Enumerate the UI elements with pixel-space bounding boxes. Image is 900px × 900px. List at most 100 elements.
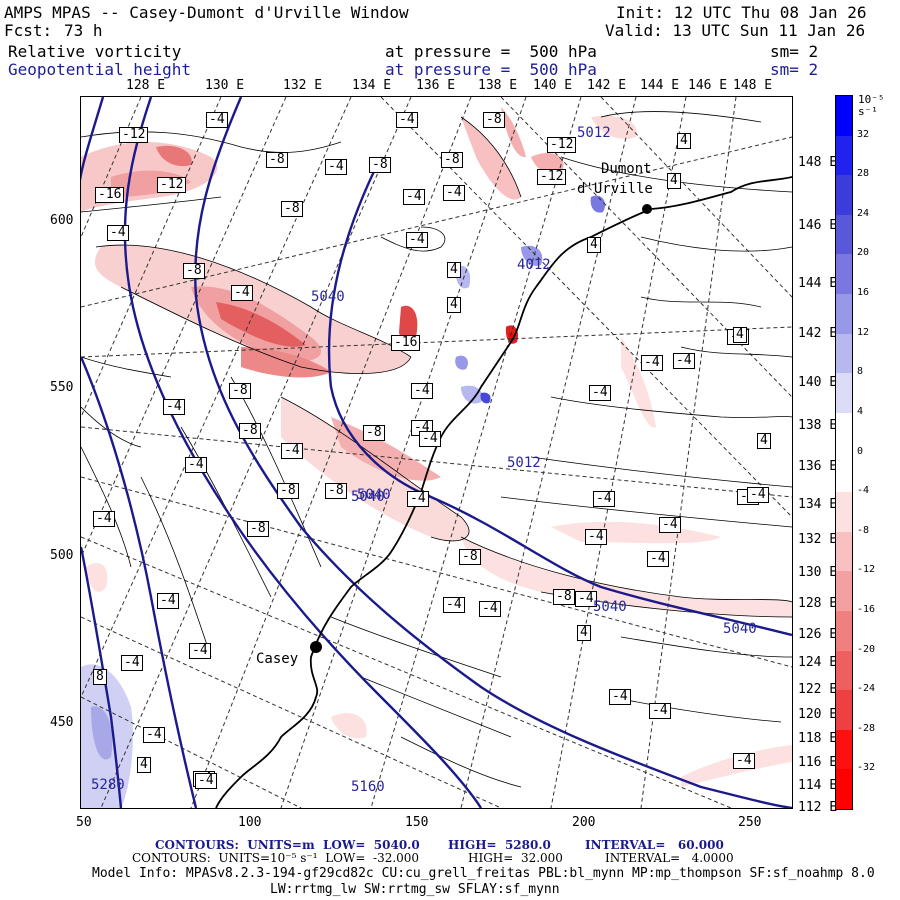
colorbar-segment bbox=[836, 135, 852, 176]
vorticity-label: 4 bbox=[587, 237, 601, 253]
height-contour-interval: INTERVAL= 60.000 bbox=[585, 838, 724, 852]
vorticity-contour-info: CONTOURS: UNITS=10⁻⁵ s⁻¹ LOW= -32.000 bbox=[132, 851, 420, 865]
colorbar-tick-label: -20 bbox=[857, 643, 876, 655]
vorticity-label: -4 bbox=[231, 285, 253, 301]
colorbar-tick-label: 28 bbox=[857, 168, 870, 180]
vorticity-label: -8 bbox=[183, 263, 205, 279]
right-lon-label: 116 E bbox=[798, 755, 838, 770]
right-lon-label: 120 E bbox=[798, 707, 838, 722]
vorticity-label: -12 bbox=[537, 169, 567, 185]
right-lon-label: 146 E bbox=[798, 218, 838, 233]
vorticity-label: -4 bbox=[407, 491, 429, 507]
height-label: 4012 bbox=[517, 257, 551, 273]
vorticity-label: -8 bbox=[441, 152, 463, 168]
right-lon-label: 122 E bbox=[798, 682, 838, 697]
vorticity-label: -4 bbox=[396, 112, 418, 128]
height-label: 5040 bbox=[311, 289, 345, 305]
colorbar-tick-label: 8 bbox=[857, 366, 864, 378]
vorticity-label: -4 bbox=[93, 511, 115, 527]
vorticity-label: -4 bbox=[185, 457, 207, 473]
vorticity-label: -12 bbox=[119, 127, 149, 143]
field1-name: Relative vorticity bbox=[8, 42, 182, 61]
y-tick: 450 bbox=[50, 715, 74, 730]
vorticity-label: 4 bbox=[447, 262, 461, 278]
vorticity-contour-interval: INTERVAL= 4.0000 bbox=[605, 851, 734, 865]
negative-vorticity-shading bbox=[81, 107, 792, 787]
map-panel: -12 -12 -16 -4 -8 -4 -8 -4 -4 -4 -8 -8 -… bbox=[80, 96, 793, 809]
height-contour-high: HIGH= 5280.0 bbox=[448, 838, 551, 852]
vorticity-label: -4 bbox=[195, 773, 217, 789]
height-label: 5012 bbox=[507, 455, 541, 471]
field2-smoothing: sm= 2 bbox=[770, 60, 819, 79]
vorticity-label: -4 bbox=[163, 399, 185, 415]
vorticity-label: -16 bbox=[95, 187, 125, 203]
map-graphics bbox=[81, 97, 792, 808]
right-lon-label: 144 E bbox=[798, 276, 838, 291]
init-time: Init: 12 UTC Thu 08 Jan 26 bbox=[616, 3, 867, 22]
colorbar-tick-label: 4 bbox=[857, 405, 864, 417]
height-label: 5040 bbox=[593, 599, 627, 615]
colorbar-segment bbox=[836, 452, 852, 493]
colorbar-unit: 10⁻⁵ s⁻¹ bbox=[858, 93, 885, 118]
x-tick: 200 bbox=[572, 815, 596, 830]
right-lon-label: 140 E bbox=[798, 375, 838, 390]
right-lon-label: 128 E bbox=[798, 596, 838, 611]
top-lon-label: 140 E bbox=[533, 78, 573, 93]
vorticity-label: -4 bbox=[443, 185, 465, 201]
colorbar-tick-label: 12 bbox=[857, 326, 870, 338]
colorbar-segment bbox=[836, 96, 852, 137]
vorticity-label: -4 bbox=[647, 551, 669, 567]
y-tick: 600 bbox=[50, 213, 74, 228]
colorbar-segment bbox=[836, 294, 852, 335]
colorbar-segment bbox=[836, 531, 852, 572]
top-lon-label: 144 E bbox=[640, 78, 680, 93]
vorticity-label: -8 bbox=[363, 425, 385, 441]
vorticity-label: 4 bbox=[757, 433, 771, 449]
top-lon-label: 142 E bbox=[587, 78, 627, 93]
colorbar-tick-label: -16 bbox=[857, 603, 876, 615]
right-lon-label: 134 E bbox=[798, 497, 838, 512]
model-info-line2: LW:rrtmg_lw SW:rrtmg_sw SFLAY:sf_mynn bbox=[270, 882, 560, 897]
top-lon-label: 134 E bbox=[352, 78, 392, 93]
positive-vorticity-shading bbox=[81, 195, 606, 808]
colorbar-tick-label: -12 bbox=[857, 564, 876, 576]
vorticity-label: -4 bbox=[107, 225, 129, 241]
valid-time: Valid: 13 UTC Sun 11 Jan 26 bbox=[605, 21, 866, 40]
vorticity-label: -4 bbox=[733, 753, 755, 769]
top-lon-label: 148 E bbox=[733, 78, 773, 93]
vorticity-label: -4 bbox=[411, 383, 433, 399]
top-lon-label: 128 E bbox=[126, 78, 166, 93]
x-tick: 150 bbox=[405, 815, 429, 830]
colorbar-segment bbox=[836, 492, 852, 533]
field2-pressure: at pressure = 500 hPa bbox=[385, 60, 597, 79]
vorticity-label: -4 bbox=[479, 601, 501, 617]
colorbar-segment bbox=[836, 690, 852, 731]
colorbar-segment bbox=[836, 333, 852, 374]
vorticity-label: -16 bbox=[391, 335, 421, 351]
top-lon-label: 136 E bbox=[416, 78, 456, 93]
colorbar-tick-label: -24 bbox=[857, 683, 876, 695]
x-tick: 250 bbox=[738, 815, 762, 830]
vorticity-label: -4 bbox=[189, 643, 211, 659]
colorbar-tick-label: 20 bbox=[857, 247, 870, 259]
dumont-label: Dumont bbox=[601, 161, 652, 177]
colorbar-tick-label: 0 bbox=[857, 445, 864, 457]
vorticity-label: -4 bbox=[609, 689, 631, 705]
field1-smoothing: sm= 2 bbox=[770, 42, 819, 61]
vorticity-label: -8 bbox=[277, 483, 299, 499]
map-title: AMPS MPAS -- Casey-Dumont d'Urville Wind… bbox=[4, 3, 409, 22]
right-lon-label: 142 E bbox=[798, 326, 838, 341]
right-lon-label: 132 E bbox=[798, 532, 838, 547]
vorticity-label: -8 bbox=[483, 112, 505, 128]
forecast-hour: 73 h bbox=[64, 21, 103, 40]
height-label: 5012 bbox=[577, 125, 611, 141]
height-label: 5040 bbox=[357, 487, 391, 503]
colorbar-tick-label: 24 bbox=[857, 207, 870, 219]
coastline bbox=[215, 176, 792, 808]
y-tick: 500 bbox=[50, 548, 74, 563]
right-lon-label: 136 E bbox=[798, 459, 838, 474]
vorticity-label: -4 bbox=[403, 189, 425, 205]
y-tick: 550 bbox=[50, 380, 74, 395]
colorbar-segment bbox=[836, 650, 852, 691]
top-lon-label: 146 E bbox=[688, 78, 728, 93]
